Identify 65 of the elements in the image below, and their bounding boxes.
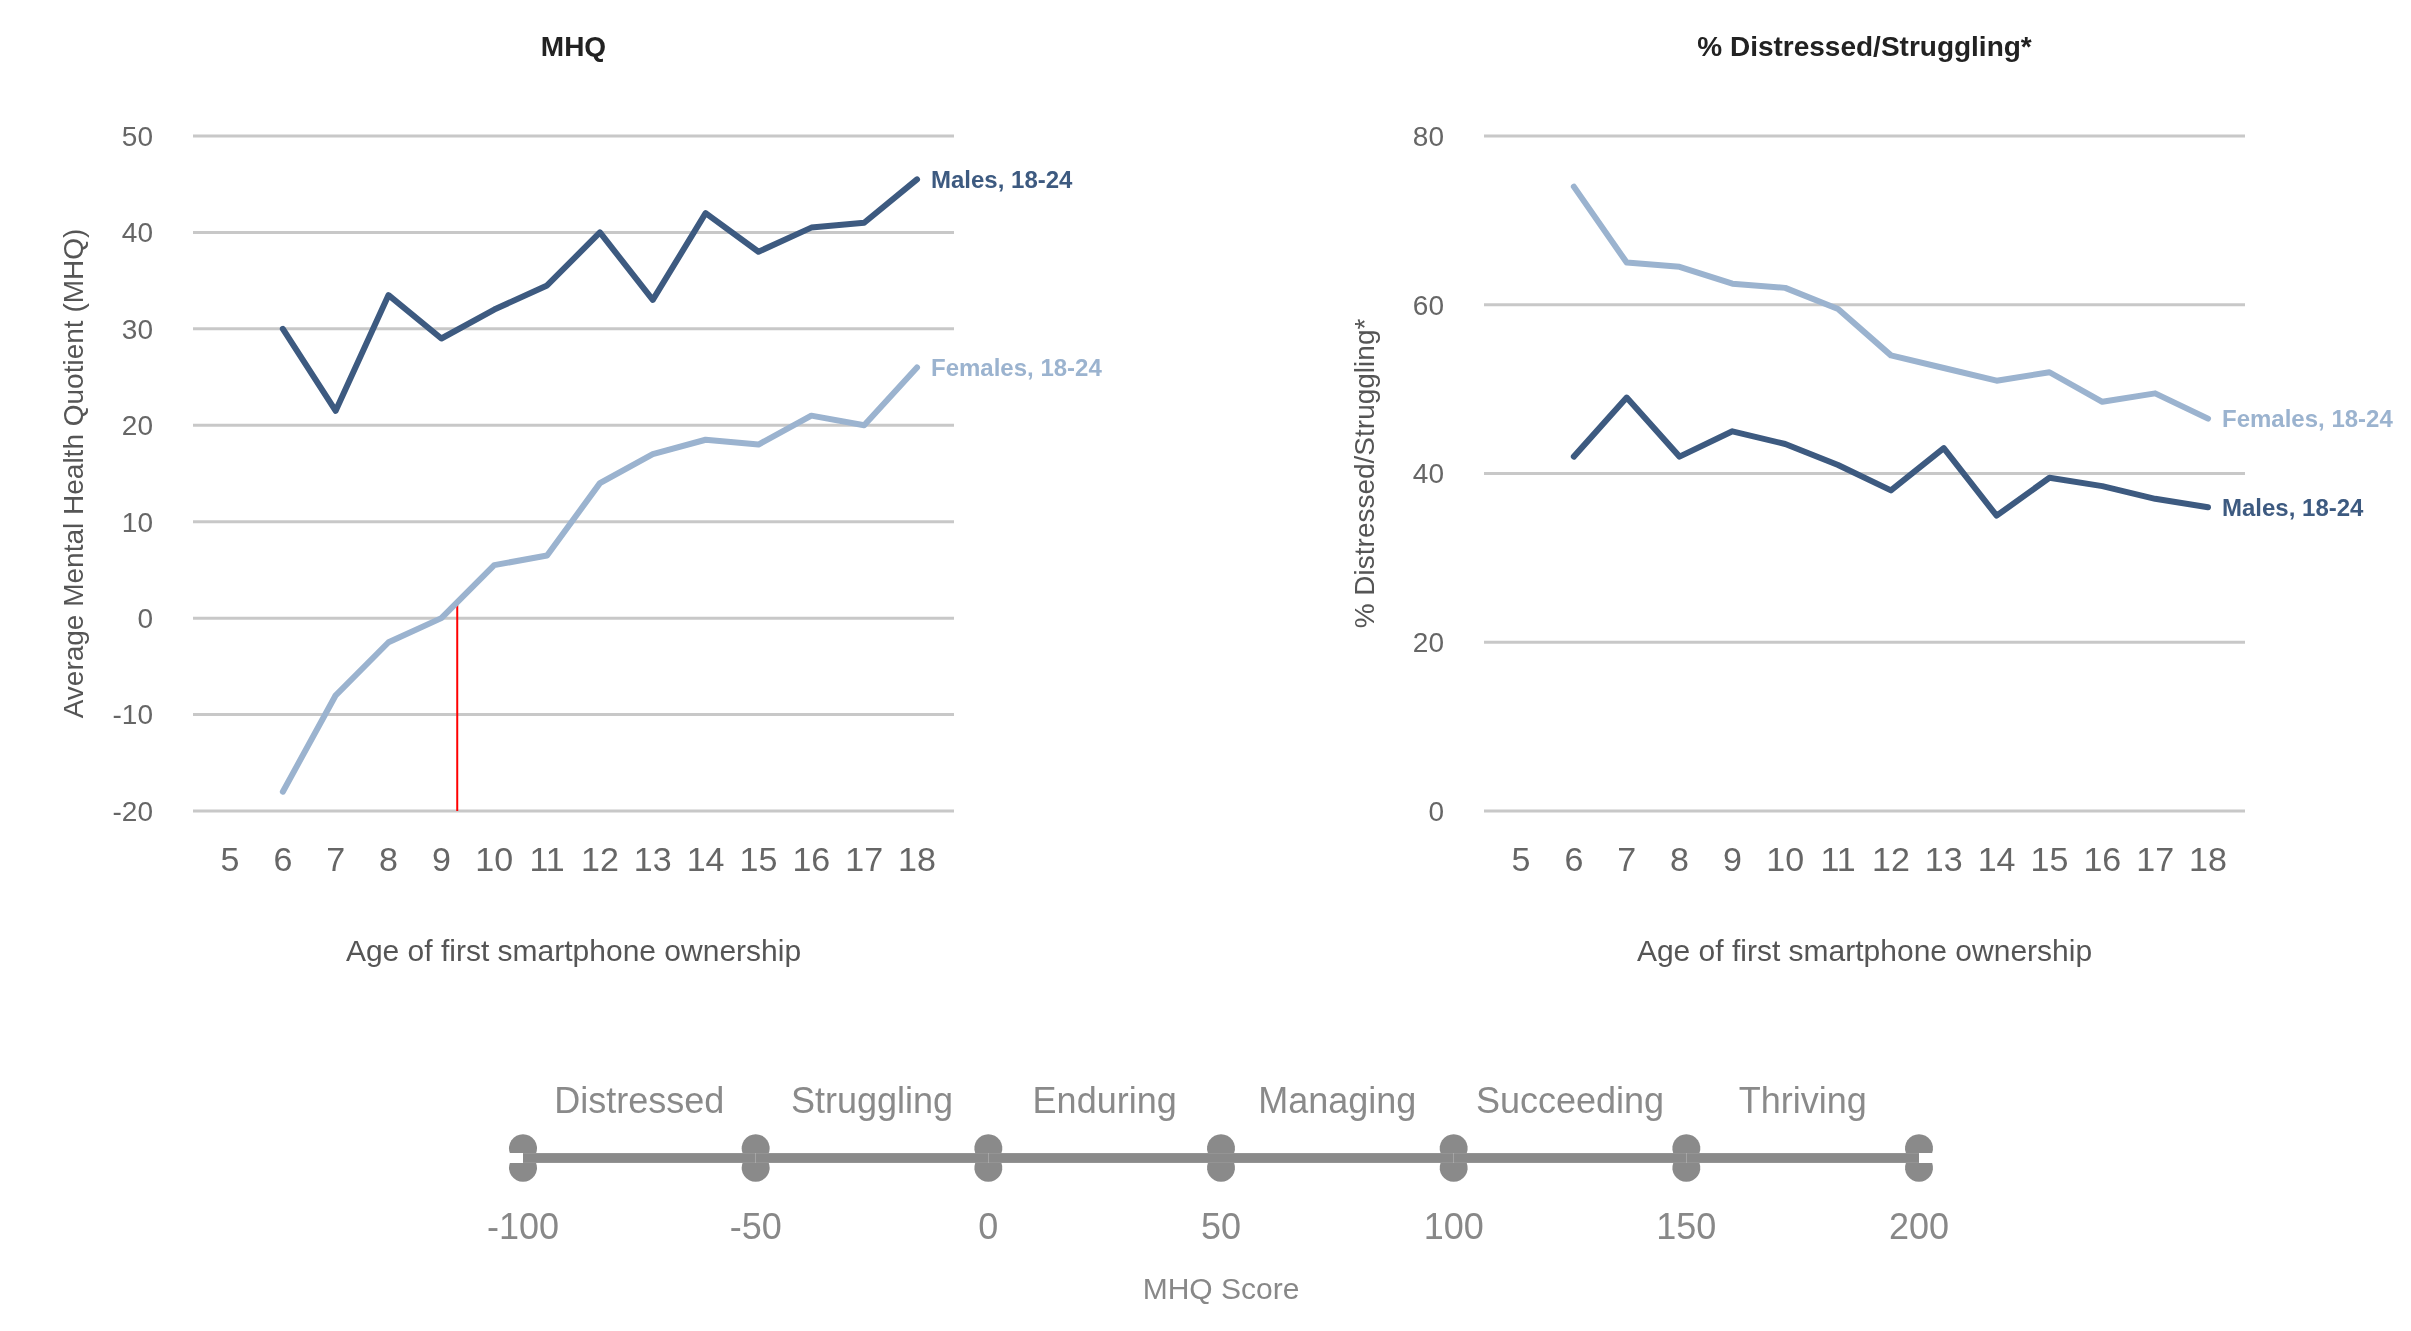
x-tick-label: 14	[1977, 840, 2016, 878]
x-tick-label: -50	[729, 1206, 782, 1247]
x-tick-label: 7	[1617, 840, 1637, 878]
x-axis-title: Age of first smartphone ownership	[345, 934, 802, 967]
series-label: Females, 18-24	[2222, 405, 2394, 433]
y-tick-label: -20	[112, 795, 153, 827]
x-tick-label: 6	[1564, 840, 1584, 878]
x-tick-label: -100	[486, 1206, 560, 1247]
series-label: Females, 18-24	[931, 353, 1103, 381]
x-tick-label: 17	[2136, 840, 2175, 878]
chart-title: MHQ	[540, 31, 607, 62]
series-label: Males, 18-24	[2222, 493, 2365, 521]
x-tick-label: 11	[529, 840, 565, 878]
series-label: Thriving	[1738, 1080, 1867, 1122]
x-axis-title: MHQ Score	[1142, 1272, 1300, 1305]
series-label: Distressed	[554, 1080, 725, 1122]
series-label: Managing	[1258, 1080, 1417, 1122]
y-tick-label: 40	[1412, 458, 1444, 490]
x-tick-label: 5	[220, 840, 240, 878]
y-tick-label: 40	[121, 217, 153, 249]
series-label: Males, 18-24	[931, 165, 1074, 193]
y-tick-label: 50	[121, 120, 153, 152]
x-tick-label: 7	[326, 840, 346, 878]
series-label: Struggling	[790, 1080, 954, 1122]
x-tick-label: 18	[2189, 840, 2227, 878]
x-tick-label: 18	[898, 840, 936, 878]
x-tick-label: 5	[1511, 840, 1531, 878]
x-tick-label: 10	[1766, 840, 1805, 878]
x-tick-label: 200	[1888, 1206, 1950, 1247]
x-tick-label: 13	[633, 840, 672, 878]
x-tick-label: 12	[1872, 840, 1910, 878]
x-tick-label: 13	[1924, 840, 1963, 878]
y-tick-label: -10	[112, 699, 153, 731]
x-tick-label: 14	[686, 840, 725, 878]
x-tick-label: 8	[1670, 840, 1689, 878]
x-tick-label: 15	[739, 840, 778, 878]
x-tick-label: 6	[273, 840, 293, 878]
y-tick-label: 80	[1412, 120, 1444, 152]
x-tick-label: 150	[1656, 1206, 1717, 1247]
x-tick-label: 16	[792, 840, 831, 878]
x-tick-label: 8	[379, 840, 398, 878]
x-tick-label: 0	[978, 1206, 999, 1247]
x-tick-label: 50	[1200, 1206, 1242, 1247]
y-tick-label: 20	[121, 410, 153, 442]
y-tick-label: 30	[121, 313, 153, 345]
x-tick-label: 15	[2030, 840, 2069, 878]
y-tick-label: 60	[1412, 289, 1444, 321]
x-tick-label: 11	[1820, 840, 1856, 878]
x-tick-label: 17	[845, 840, 884, 878]
x-tick-label: 16	[2083, 840, 2122, 878]
y-tick-label: 10	[121, 506, 153, 538]
chart-title: % Distressed/Struggling*	[1697, 31, 2032, 62]
series-label: Succeeding	[1475, 1080, 1665, 1122]
y-tick-label: 0	[1428, 795, 1444, 827]
y-axis-title: Average Mental Health Quotient (MHQ)	[58, 228, 89, 719]
x-tick-label: 12	[581, 840, 619, 878]
y-tick-label: 0	[137, 602, 153, 634]
y-axis-title: % Distressed/Struggling*	[1349, 318, 1380, 629]
x-tick-label: 9	[1722, 840, 1742, 878]
x-axis-title: Age of first smartphone ownership	[1636, 934, 2093, 967]
series-label: Enduring	[1032, 1080, 1177, 1122]
x-tick-label: 10	[475, 840, 514, 878]
x-tick-label: 100	[1423, 1206, 1484, 1247]
y-tick-label: 20	[1412, 627, 1444, 659]
x-tick-label: 9	[431, 840, 451, 878]
